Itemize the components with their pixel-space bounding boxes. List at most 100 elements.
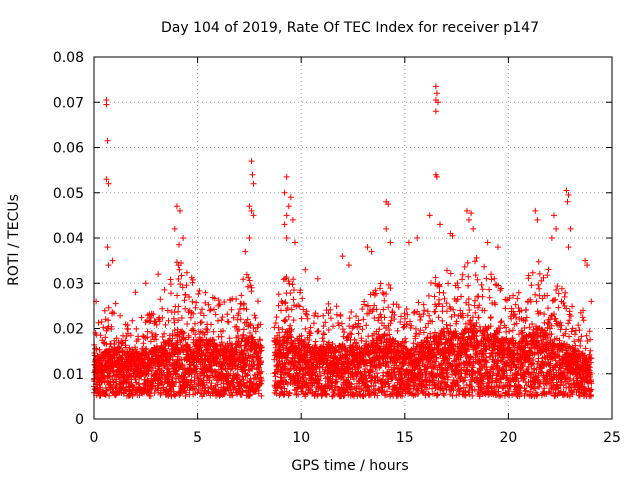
data-point	[258, 368, 265, 375]
data-point	[376, 326, 383, 333]
data-point	[523, 314, 530, 321]
data-point	[384, 359, 391, 366]
data-point	[281, 385, 288, 392]
data-point	[525, 341, 531, 348]
data-point	[312, 338, 319, 345]
data-point	[498, 318, 505, 325]
data-point	[365, 302, 371, 309]
data-point	[385, 281, 392, 288]
data-point	[243, 306, 250, 313]
data-point	[488, 276, 495, 283]
data-point	[417, 327, 424, 334]
data-point	[360, 316, 367, 323]
data-point	[240, 276, 247, 283]
data-point	[310, 320, 317, 327]
data-point	[431, 379, 437, 386]
data-point	[465, 296, 472, 302]
data-point	[244, 371, 251, 378]
data-point	[523, 387, 529, 394]
data-point	[523, 382, 530, 389]
y-tick-label: 0.05	[53, 186, 84, 202]
data-point	[274, 379, 281, 386]
data-point	[175, 308, 182, 315]
data-point	[481, 307, 488, 314]
data-point	[439, 317, 446, 324]
data-point	[247, 321, 254, 327]
data-point	[447, 270, 454, 277]
data-point	[197, 319, 204, 326]
data-point	[295, 391, 302, 398]
data-point	[374, 392, 381, 399]
data-point	[521, 392, 528, 399]
data-point	[167, 281, 174, 288]
data-point	[288, 306, 295, 313]
data-point	[412, 335, 419, 342]
data-point	[286, 390, 293, 397]
data-point	[226, 335, 233, 342]
data-point	[159, 305, 166, 312]
data-point	[239, 351, 246, 358]
data-point	[515, 289, 522, 296]
data-point	[176, 379, 183, 386]
data-point	[147, 314, 154, 321]
data-point	[318, 392, 325, 399]
data-point	[175, 276, 182, 282]
data-point	[498, 379, 505, 386]
data-point	[454, 296, 461, 303]
data-point	[175, 303, 182, 310]
data-point	[192, 320, 198, 327]
data-point	[434, 391, 441, 398]
data-point	[444, 382, 451, 389]
data-point	[461, 330, 468, 337]
data-point	[153, 321, 160, 328]
data-point	[250, 358, 257, 365]
data-point	[420, 311, 427, 318]
data-point	[472, 309, 479, 316]
data-point	[307, 330, 314, 337]
data-point	[143, 345, 150, 352]
data-point	[156, 318, 163, 325]
data-point	[175, 317, 182, 324]
data-point	[439, 303, 446, 310]
data-point	[514, 295, 521, 302]
y-tick-label: 0.08	[53, 50, 84, 66]
data-point	[196, 287, 203, 294]
data-point	[436, 283, 443, 290]
data-point	[289, 281, 296, 288]
data-point	[257, 354, 264, 361]
data-point	[277, 364, 284, 371]
data-point	[165, 317, 172, 324]
data-point	[186, 294, 192, 300]
data-point	[189, 298, 196, 305]
data-point	[147, 338, 154, 345]
data-point	[202, 289, 209, 296]
data-point	[454, 280, 461, 287]
data-point	[140, 340, 147, 347]
data-point	[385, 304, 392, 311]
data-point	[170, 315, 177, 322]
data-point	[286, 280, 293, 287]
data-point	[287, 290, 294, 297]
x-tick-label: 20	[499, 430, 517, 446]
data-point	[398, 313, 404, 320]
data-point	[225, 319, 232, 325]
data-point	[103, 388, 110, 395]
data-point	[176, 266, 183, 273]
data-point	[424, 308, 431, 315]
data-point	[195, 291, 202, 297]
data-point	[527, 298, 534, 305]
data-point	[411, 371, 418, 378]
data-point	[102, 334, 109, 341]
data-point	[108, 323, 115, 330]
data-point	[400, 324, 407, 331]
data-point	[322, 319, 329, 326]
data-point	[93, 346, 100, 353]
data-point	[153, 336, 160, 343]
data-point	[433, 355, 440, 362]
data-point	[386, 331, 393, 338]
data-point	[258, 359, 264, 366]
data-point	[426, 391, 433, 398]
data-point	[224, 311, 231, 318]
data-point	[283, 274, 290, 281]
data-point	[460, 314, 466, 321]
